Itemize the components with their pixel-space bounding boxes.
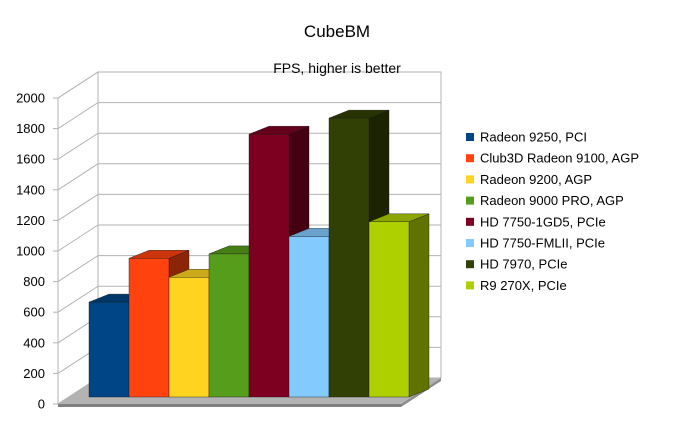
y-tick-label: 1200	[16, 213, 45, 228]
legend-swatch	[466, 133, 474, 141]
y-tick-label: 1600	[16, 152, 45, 167]
bars	[88, 109, 430, 398]
grid-line	[57, 224, 441, 252]
chart-subtitle: FPS, higher is better	[273, 60, 401, 76]
legend-label: R9 270X, PCIe	[480, 278, 567, 293]
grid-line	[57, 193, 441, 221]
y-tick-label: 800	[23, 274, 45, 289]
legend-swatch	[466, 260, 474, 269]
y-tick-label: 1800	[16, 121, 45, 136]
bar-front	[368, 221, 410, 398]
y-tick-label: 1000	[16, 244, 45, 259]
legend-entry: Club3D Radeon 9100, AGP	[466, 151, 639, 166]
legend-swatch	[466, 175, 474, 184]
legend-entry: R9 270X, PCIe	[466, 278, 567, 293]
bar-front	[88, 301, 130, 398]
legend: Radeon 9250, PCI Club3D Radeon 9100, AGP R…	[466, 130, 639, 293]
legend-entry: Radeon 9000 PRO, AGP	[466, 193, 624, 208]
legend-swatch	[466, 239, 474, 247]
y-axis-ticks: 0 200 400 600 800 1000 1200 1400 1600 1800 2000	[16, 91, 58, 412]
grid-line	[57, 163, 441, 191]
legend-swatch	[466, 196, 474, 205]
legend-entry: Radeon 9200, AGP	[466, 172, 592, 187]
legend-label: HD 7970, PCIe	[480, 257, 567, 272]
y-tick-label: 200	[23, 366, 45, 381]
legend-entry: HD 7750-1GD5, PCIe	[466, 214, 606, 229]
bar	[368, 213, 430, 398]
legend-swatch	[466, 154, 474, 163]
bar-front	[208, 253, 250, 398]
y-tick-label: 2000	[16, 91, 45, 106]
floor-side	[401, 378, 441, 407]
legend-entry: Radeon 9250, PCI	[466, 130, 587, 145]
legend-swatch	[466, 281, 474, 290]
legend-label: Radeon 9250, PCI	[480, 130, 587, 145]
bar-side	[408, 213, 430, 398]
floor-front	[58, 404, 401, 407]
legend-label: Radeon 9000 PRO, AGP	[480, 193, 624, 208]
legend-swatch	[466, 217, 474, 226]
chart-title: CubeBM	[304, 22, 370, 41]
y-tick-label: 0	[38, 397, 45, 412]
legend-label: HD 7750-1GD5, PCIe	[480, 214, 606, 229]
legend-label: Radeon 9200, AGP	[480, 172, 592, 187]
y-tick-label: 600	[23, 305, 45, 320]
bar-front	[328, 117, 370, 398]
y-tick-label: 400	[23, 335, 45, 350]
legend-entry: HD 7750-FMLII, PCIe	[466, 236, 605, 251]
grid-line	[57, 71, 441, 99]
y-tick-label: 1400	[16, 182, 45, 197]
bar-front	[248, 133, 290, 398]
legend-entry: HD 7970, PCIe	[466, 257, 567, 272]
grid-line	[57, 102, 441, 130]
bar-front	[128, 258, 170, 398]
bar-front	[288, 236, 330, 398]
bar-front	[168, 277, 210, 398]
legend-label: Club3D Radeon 9100, AGP	[480, 151, 639, 166]
legend-label: HD 7750-FMLII, PCIe	[480, 236, 605, 251]
grid-line	[57, 132, 441, 160]
